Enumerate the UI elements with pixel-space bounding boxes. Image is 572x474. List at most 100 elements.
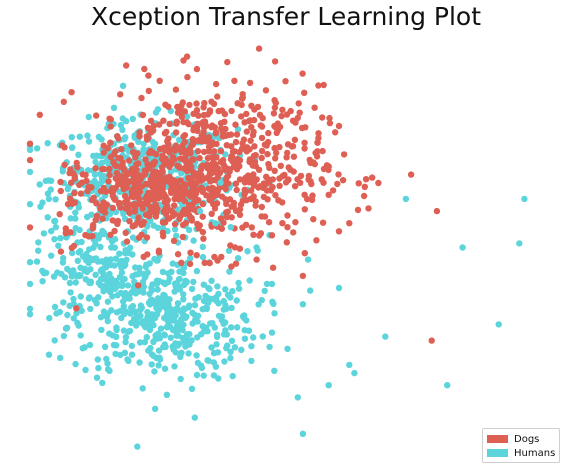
humans-point (183, 279, 190, 286)
humans-point (165, 278, 172, 286)
dogs-point (269, 264, 277, 271)
humans-point (178, 349, 185, 356)
dogs-point (107, 123, 114, 130)
dogs-point (147, 117, 155, 125)
humans-point (131, 134, 138, 141)
humans-point (136, 307, 144, 314)
humans-point (48, 252, 55, 259)
dogs-point (265, 129, 272, 137)
humans-point (86, 279, 93, 287)
dogs-point (212, 129, 220, 136)
dogs-point (130, 193, 137, 201)
dogs-point (171, 211, 178, 218)
humans-point (106, 210, 114, 218)
dogs-point (76, 181, 83, 189)
dogs-point (251, 143, 258, 150)
dogs-point (332, 129, 339, 136)
dogs-point (325, 191, 332, 198)
dogs-point (201, 118, 209, 125)
dogs-point (201, 259, 208, 266)
dogs-point (228, 203, 235, 210)
dogs-point (171, 221, 179, 228)
dogs-point (199, 186, 206, 193)
dogs-point (433, 207, 441, 215)
humans-point (129, 115, 136, 123)
dogs-point (239, 224, 246, 231)
dogs-point (250, 116, 258, 124)
humans-point (103, 256, 110, 263)
dogs-point (232, 138, 240, 146)
dogs-point (118, 145, 125, 153)
humans-point (188, 385, 196, 392)
dogs-point (263, 187, 271, 194)
dogs-point (106, 165, 113, 173)
humans-point (146, 314, 154, 321)
dogs-point (82, 231, 89, 239)
dogs-point (200, 104, 207, 111)
humans-point (185, 350, 192, 357)
dogs-point (171, 195, 178, 203)
dogs-point (214, 191, 221, 199)
dogs-point (66, 169, 73, 177)
dogs-point (193, 252, 200, 259)
dogs-point (284, 224, 291, 231)
humans-point (116, 250, 123, 257)
dogs-point (251, 159, 259, 166)
dogs-point (105, 178, 112, 185)
humans-point (117, 307, 124, 315)
humans-point (299, 430, 307, 437)
humans-point (157, 325, 165, 332)
humans-point (204, 328, 211, 335)
humans-point (171, 226, 179, 233)
humans-point (26, 280, 34, 288)
dogs-point (144, 124, 152, 131)
humans-point (159, 268, 167, 276)
humans-point (162, 343, 169, 351)
humans-point (52, 196, 59, 203)
dogs-point (271, 58, 279, 65)
dogs-point (309, 192, 316, 199)
dogs-point (136, 133, 143, 140)
dogs-point (326, 119, 334, 127)
dogs-point (194, 170, 202, 178)
dogs-point (272, 155, 279, 162)
dogs-point (335, 122, 343, 130)
humans-point (351, 369, 358, 377)
humans-point (26, 168, 34, 176)
legend: Dogs Humans (482, 428, 560, 463)
dogs-point (162, 210, 170, 217)
humans-point (67, 215, 74, 222)
dogs-point (176, 212, 184, 219)
humans-point (70, 295, 77, 303)
humans-point (134, 443, 141, 450)
dogs-point (320, 81, 327, 89)
dogs-point (26, 140, 34, 147)
humans-point (136, 359, 143, 366)
dogs-point (223, 200, 230, 208)
humans-point (226, 268, 233, 275)
dogs-point (231, 244, 239, 251)
humans-point (85, 246, 93, 253)
dogs-point (73, 305, 80, 312)
dogs-point (362, 176, 370, 183)
dogs-point (145, 72, 152, 79)
humans-point (207, 320, 214, 327)
dogs-point (36, 111, 43, 119)
humans-point (173, 305, 181, 312)
humans-point (91, 296, 99, 304)
dogs-point (57, 187, 64, 195)
dogs-point (290, 229, 297, 236)
humans-point (139, 385, 146, 392)
humans-point (141, 338, 148, 346)
humans-point (176, 275, 183, 283)
dogs-point (233, 186, 240, 194)
humans-point (122, 338, 129, 346)
humans-point (132, 271, 139, 278)
humans-point (235, 279, 242, 287)
humans-point (213, 341, 220, 348)
dogs-point (310, 159, 317, 166)
dogs-point (222, 185, 229, 193)
dogs-point (179, 233, 186, 241)
dogs-point (56, 211, 63, 218)
humans-point (122, 334, 130, 341)
